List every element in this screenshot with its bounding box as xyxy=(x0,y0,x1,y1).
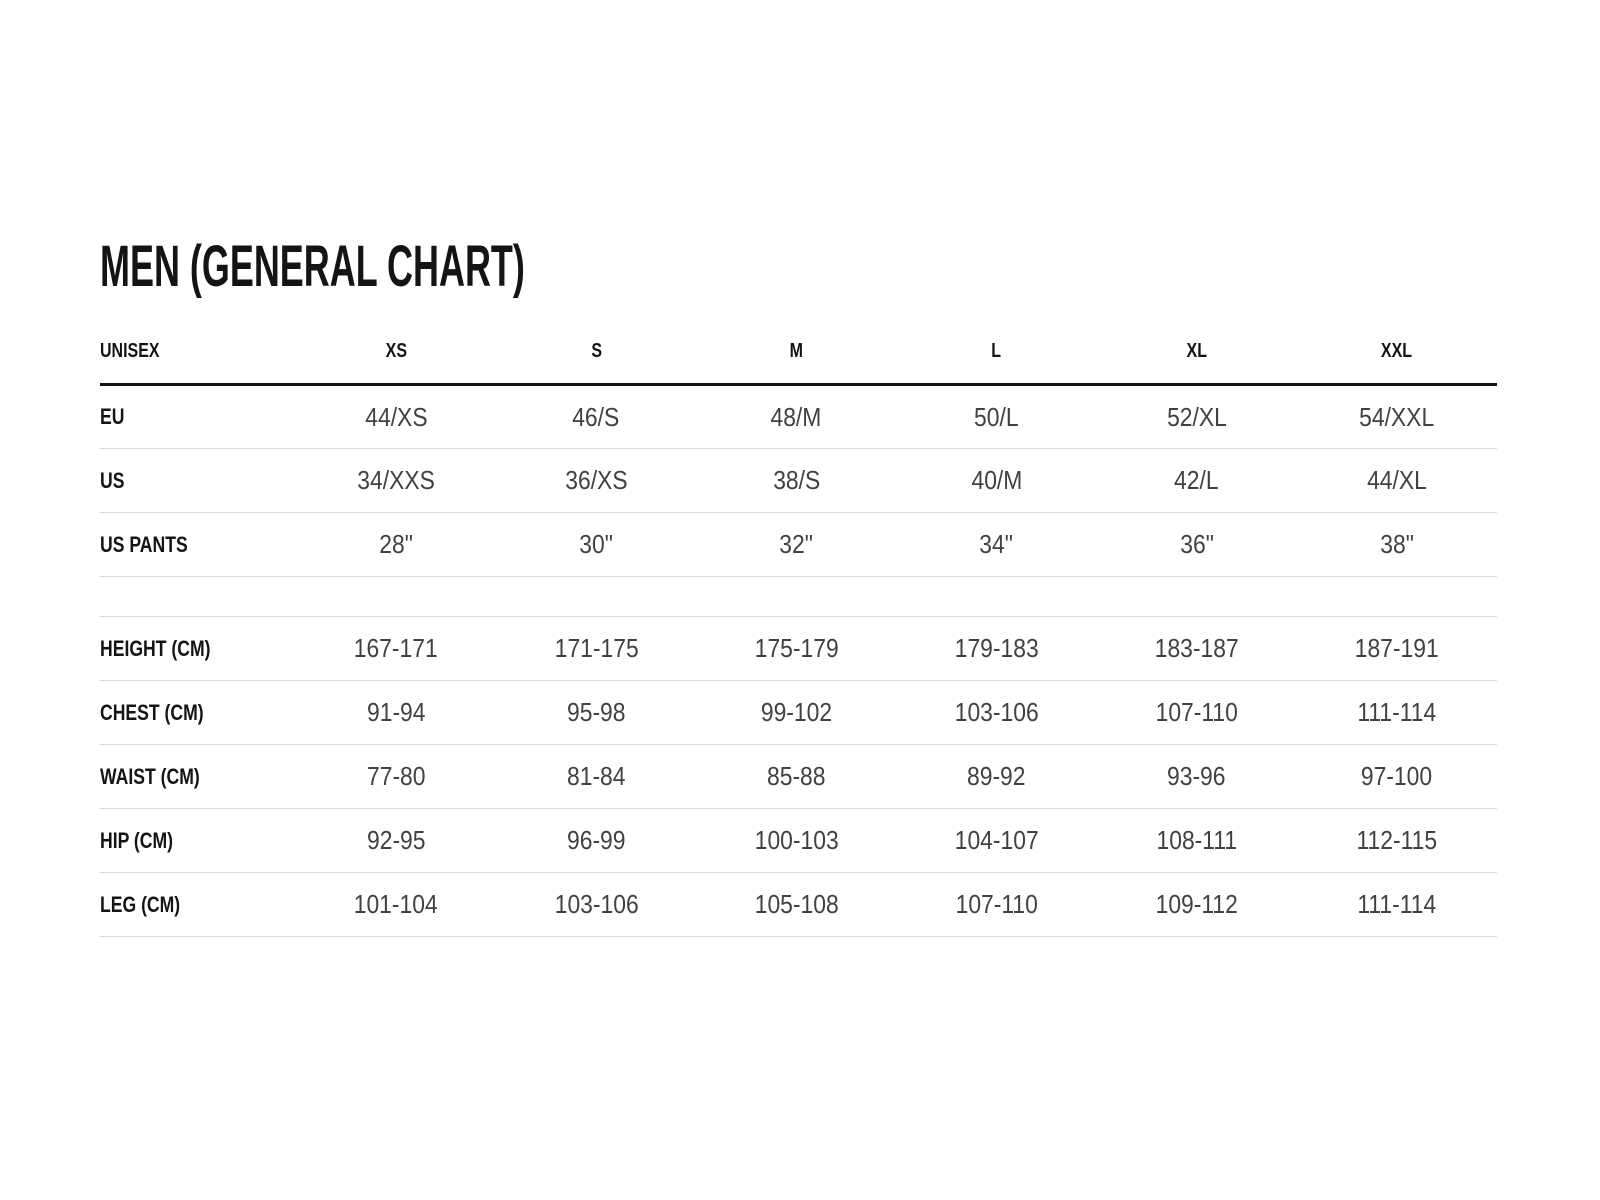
table-cell xyxy=(296,576,497,617)
table-cell: 111-114 xyxy=(1296,680,1497,745)
table-cell: 44/XL xyxy=(1296,448,1497,513)
table-cell: 44/XS xyxy=(296,384,497,449)
column-header-l: L xyxy=(896,323,1097,386)
table-cell: 101-104 xyxy=(296,872,497,937)
table-cell xyxy=(1096,576,1297,617)
table-cell: 108-111 xyxy=(1096,808,1297,873)
table-cell: 38" xyxy=(1296,512,1497,577)
table-cell: 48/M xyxy=(696,384,897,449)
table-cell xyxy=(496,576,697,617)
table-cell: 89-92 xyxy=(896,744,1097,809)
table-cell: 105-108 xyxy=(696,872,897,937)
table-cell: 42/L xyxy=(1096,448,1297,513)
table-cell: 167-171 xyxy=(296,616,497,681)
header-row: UNISEX XS S M L XL XXL xyxy=(100,323,1497,386)
table-cell: 32" xyxy=(696,512,897,577)
column-header-s: S xyxy=(496,323,697,386)
table-row: HIP (CM) 92-95 96-99 100-103 104-107 108-111 1… xyxy=(100,808,1497,873)
table-cell: 112-115 xyxy=(1296,808,1497,873)
table-cell: 46/S xyxy=(496,384,697,449)
table-cell: 92-95 xyxy=(296,808,497,873)
table-cell: 187-191 xyxy=(1296,616,1497,681)
column-header-unisex: UNISEX xyxy=(100,323,296,386)
table-row: HEIGHT (CM) 167-171 171-175 175-179 179-183 1… xyxy=(100,616,1497,681)
column-header-xl: XL xyxy=(1096,323,1297,386)
table-cell: 34/XXS xyxy=(296,448,497,513)
table-cell: 171-175 xyxy=(496,616,697,681)
table-cell: 175-179 xyxy=(696,616,897,681)
table-cell: 40/M xyxy=(896,448,1097,513)
table-cell: 85-88 xyxy=(696,744,897,809)
table-cell: 97-100 xyxy=(1296,744,1497,809)
size-guide-section: MEN (GENERAL CHART) UNISEX XS S M L XL X… xyxy=(100,238,1497,937)
table-cell: 52/XL xyxy=(1096,384,1297,449)
table-row: CHEST (CM) 91-94 95-98 99-102 103-106 107-110… xyxy=(100,680,1497,745)
row-label: LEG (CM) xyxy=(100,872,296,937)
row-label: EU xyxy=(100,384,296,449)
table-cell: 77-80 xyxy=(296,744,497,809)
spacer-row xyxy=(100,576,1497,617)
row-label: US PANTS xyxy=(100,512,296,577)
row-label: CHEST (CM) xyxy=(100,680,296,745)
table-cell: 100-103 xyxy=(696,808,897,873)
table-cell: 28" xyxy=(296,512,497,577)
table-cell: 179-183 xyxy=(896,616,1097,681)
table-cell xyxy=(1296,576,1497,617)
table-cell: 107-110 xyxy=(896,872,1097,937)
table-cell: 96-99 xyxy=(496,808,697,873)
row-label xyxy=(100,576,296,617)
size-table: UNISEX XS S M L XL XXL EU 44/XS 46/S 48/M 50… xyxy=(100,323,1497,937)
table-cell: 54/XXL xyxy=(1296,384,1497,449)
column-header-xs: XS xyxy=(296,323,497,386)
row-label: HEIGHT (CM) xyxy=(100,616,296,681)
table-cell: 104-107 xyxy=(896,808,1097,873)
row-label: US xyxy=(100,448,296,513)
table-cell xyxy=(696,576,897,617)
table-row: WAIST (CM) 77-80 81-84 85-88 89-92 93-96 97-10… xyxy=(100,744,1497,809)
row-label: WAIST (CM) xyxy=(100,744,296,809)
column-header-m: M xyxy=(696,323,897,386)
table-row: LEG (CM) 101-104 103-106 105-108 107-110 109-… xyxy=(100,872,1497,937)
table-cell: 36" xyxy=(1096,512,1297,577)
table-cell: 34" xyxy=(896,512,1097,577)
page-title: MEN (GENERAL CHART) xyxy=(100,234,525,299)
table-row: EU 44/XS 46/S 48/M 50/L 52/XL 54/XXL xyxy=(100,384,1497,449)
column-header-xxl: XXL xyxy=(1296,323,1497,386)
table-cell: 107-110 xyxy=(1096,680,1297,745)
table-cell: 99-102 xyxy=(696,680,897,745)
table-cell: 93-96 xyxy=(1096,744,1297,809)
table-cell: 111-114 xyxy=(1296,872,1497,937)
table-cell: 50/L xyxy=(896,384,1097,449)
size-table-header: UNISEX XS S M L XL XXL xyxy=(100,323,1497,386)
table-cell: 38/S xyxy=(696,448,897,513)
table-cell: 109-112 xyxy=(1096,872,1297,937)
table-cell: 183-187 xyxy=(1096,616,1297,681)
size-table-body: EU 44/XS 46/S 48/M 50/L 52/XL 54/XXL US 34/XXS 36… xyxy=(100,384,1497,937)
row-label: HIP (CM) xyxy=(100,808,296,873)
table-cell: 103-106 xyxy=(496,872,697,937)
table-cell: 91-94 xyxy=(296,680,497,745)
table-cell: 30" xyxy=(496,512,697,577)
table-cell: 95-98 xyxy=(496,680,697,745)
table-cell: 103-106 xyxy=(896,680,1097,745)
table-row: US 34/XXS 36/XS 38/S 40/M 42/L 44/XL xyxy=(100,448,1497,513)
table-row: US PANTS 28" 30" 32" 34" 36" 38" xyxy=(100,512,1497,577)
table-cell: 81-84 xyxy=(496,744,697,809)
table-cell: 36/XS xyxy=(496,448,697,513)
table-cell xyxy=(896,576,1097,617)
